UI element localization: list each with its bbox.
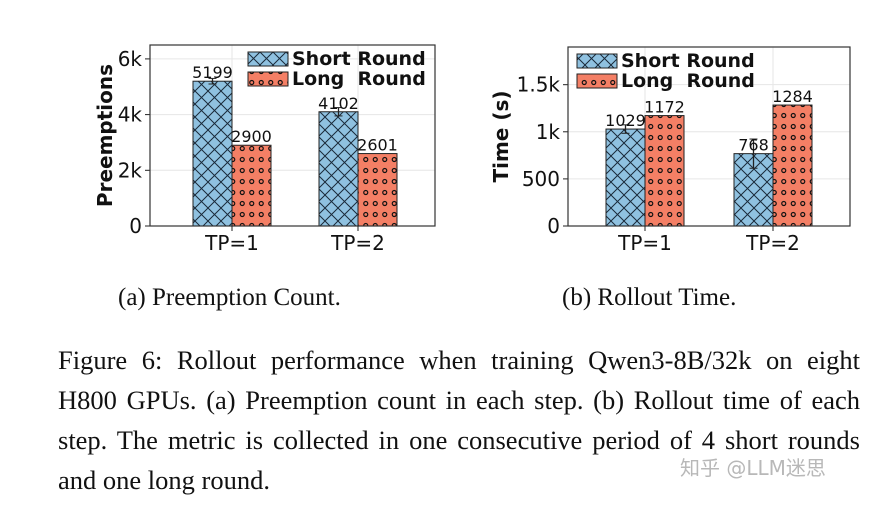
- legend-swatch-hatch: [576, 73, 618, 89]
- legend-label: Short Round: [621, 50, 755, 72]
- legend-label: Long Round: [621, 70, 755, 92]
- x-tick-label: TP=1: [204, 231, 259, 255]
- bar-hatch: [357, 153, 398, 227]
- y-tick-label: 500: [522, 167, 560, 191]
- data-label: 2601: [357, 136, 398, 155]
- y-tick-label: 0: [129, 214, 142, 238]
- data-label: 4102: [318, 94, 359, 113]
- legend-swatch-hatch: [247, 71, 289, 87]
- data-label: 1029: [605, 111, 646, 130]
- y-tick-label: 2k: [118, 158, 143, 182]
- figure-plots: 0 2k 4k 6k 5199 4102 2900 2601 TP=1 TP=2 Preemptio…: [93, 44, 851, 255]
- subcaption-a: (a) Preemption Count.: [118, 284, 341, 311]
- subcaption-b: (b) Rollout Time.: [562, 284, 737, 311]
- bar-hatch: [605, 128, 646, 227]
- y-tick-label: 0: [547, 214, 560, 238]
- legend-label: Long Round: [292, 68, 426, 90]
- legend-swatch-hatch: [247, 51, 289, 67]
- x-tick-label: TP=2: [745, 231, 800, 255]
- x-tick-label: TP=1: [617, 231, 672, 255]
- x-tick-label: TP=2: [330, 231, 385, 255]
- bar-hatch: [318, 111, 359, 227]
- bar-hatch: [772, 104, 813, 227]
- watermark: 知乎 @LLM迷思: [680, 456, 826, 480]
- axes-frame: [149, 44, 436, 227]
- data-label: 1172: [644, 98, 685, 117]
- data-label: 1284: [772, 87, 813, 106]
- figure-caption: Figure 6: Rollout performance when train…: [58, 345, 860, 495]
- data-label: 5199: [192, 63, 233, 82]
- legend-swatch-hatch: [576, 53, 618, 69]
- axes-frame: [567, 46, 851, 227]
- data-label: 768: [738, 136, 769, 155]
- y-axis-label: Time (s): [489, 90, 513, 182]
- y-axis-label: Preemptions: [93, 64, 117, 207]
- bar-hatch: [644, 115, 685, 227]
- legend-label: Short Round: [292, 48, 426, 70]
- y-tick-label: 4k: [118, 103, 143, 127]
- y-tick-label: 1.5k: [517, 73, 561, 97]
- bar-hatch: [192, 80, 233, 227]
- y-tick-label: 1k: [536, 120, 561, 144]
- bar-hatch: [231, 144, 272, 227]
- y-tick-label: 6k: [118, 47, 143, 71]
- data-label: 2900: [231, 127, 272, 146]
